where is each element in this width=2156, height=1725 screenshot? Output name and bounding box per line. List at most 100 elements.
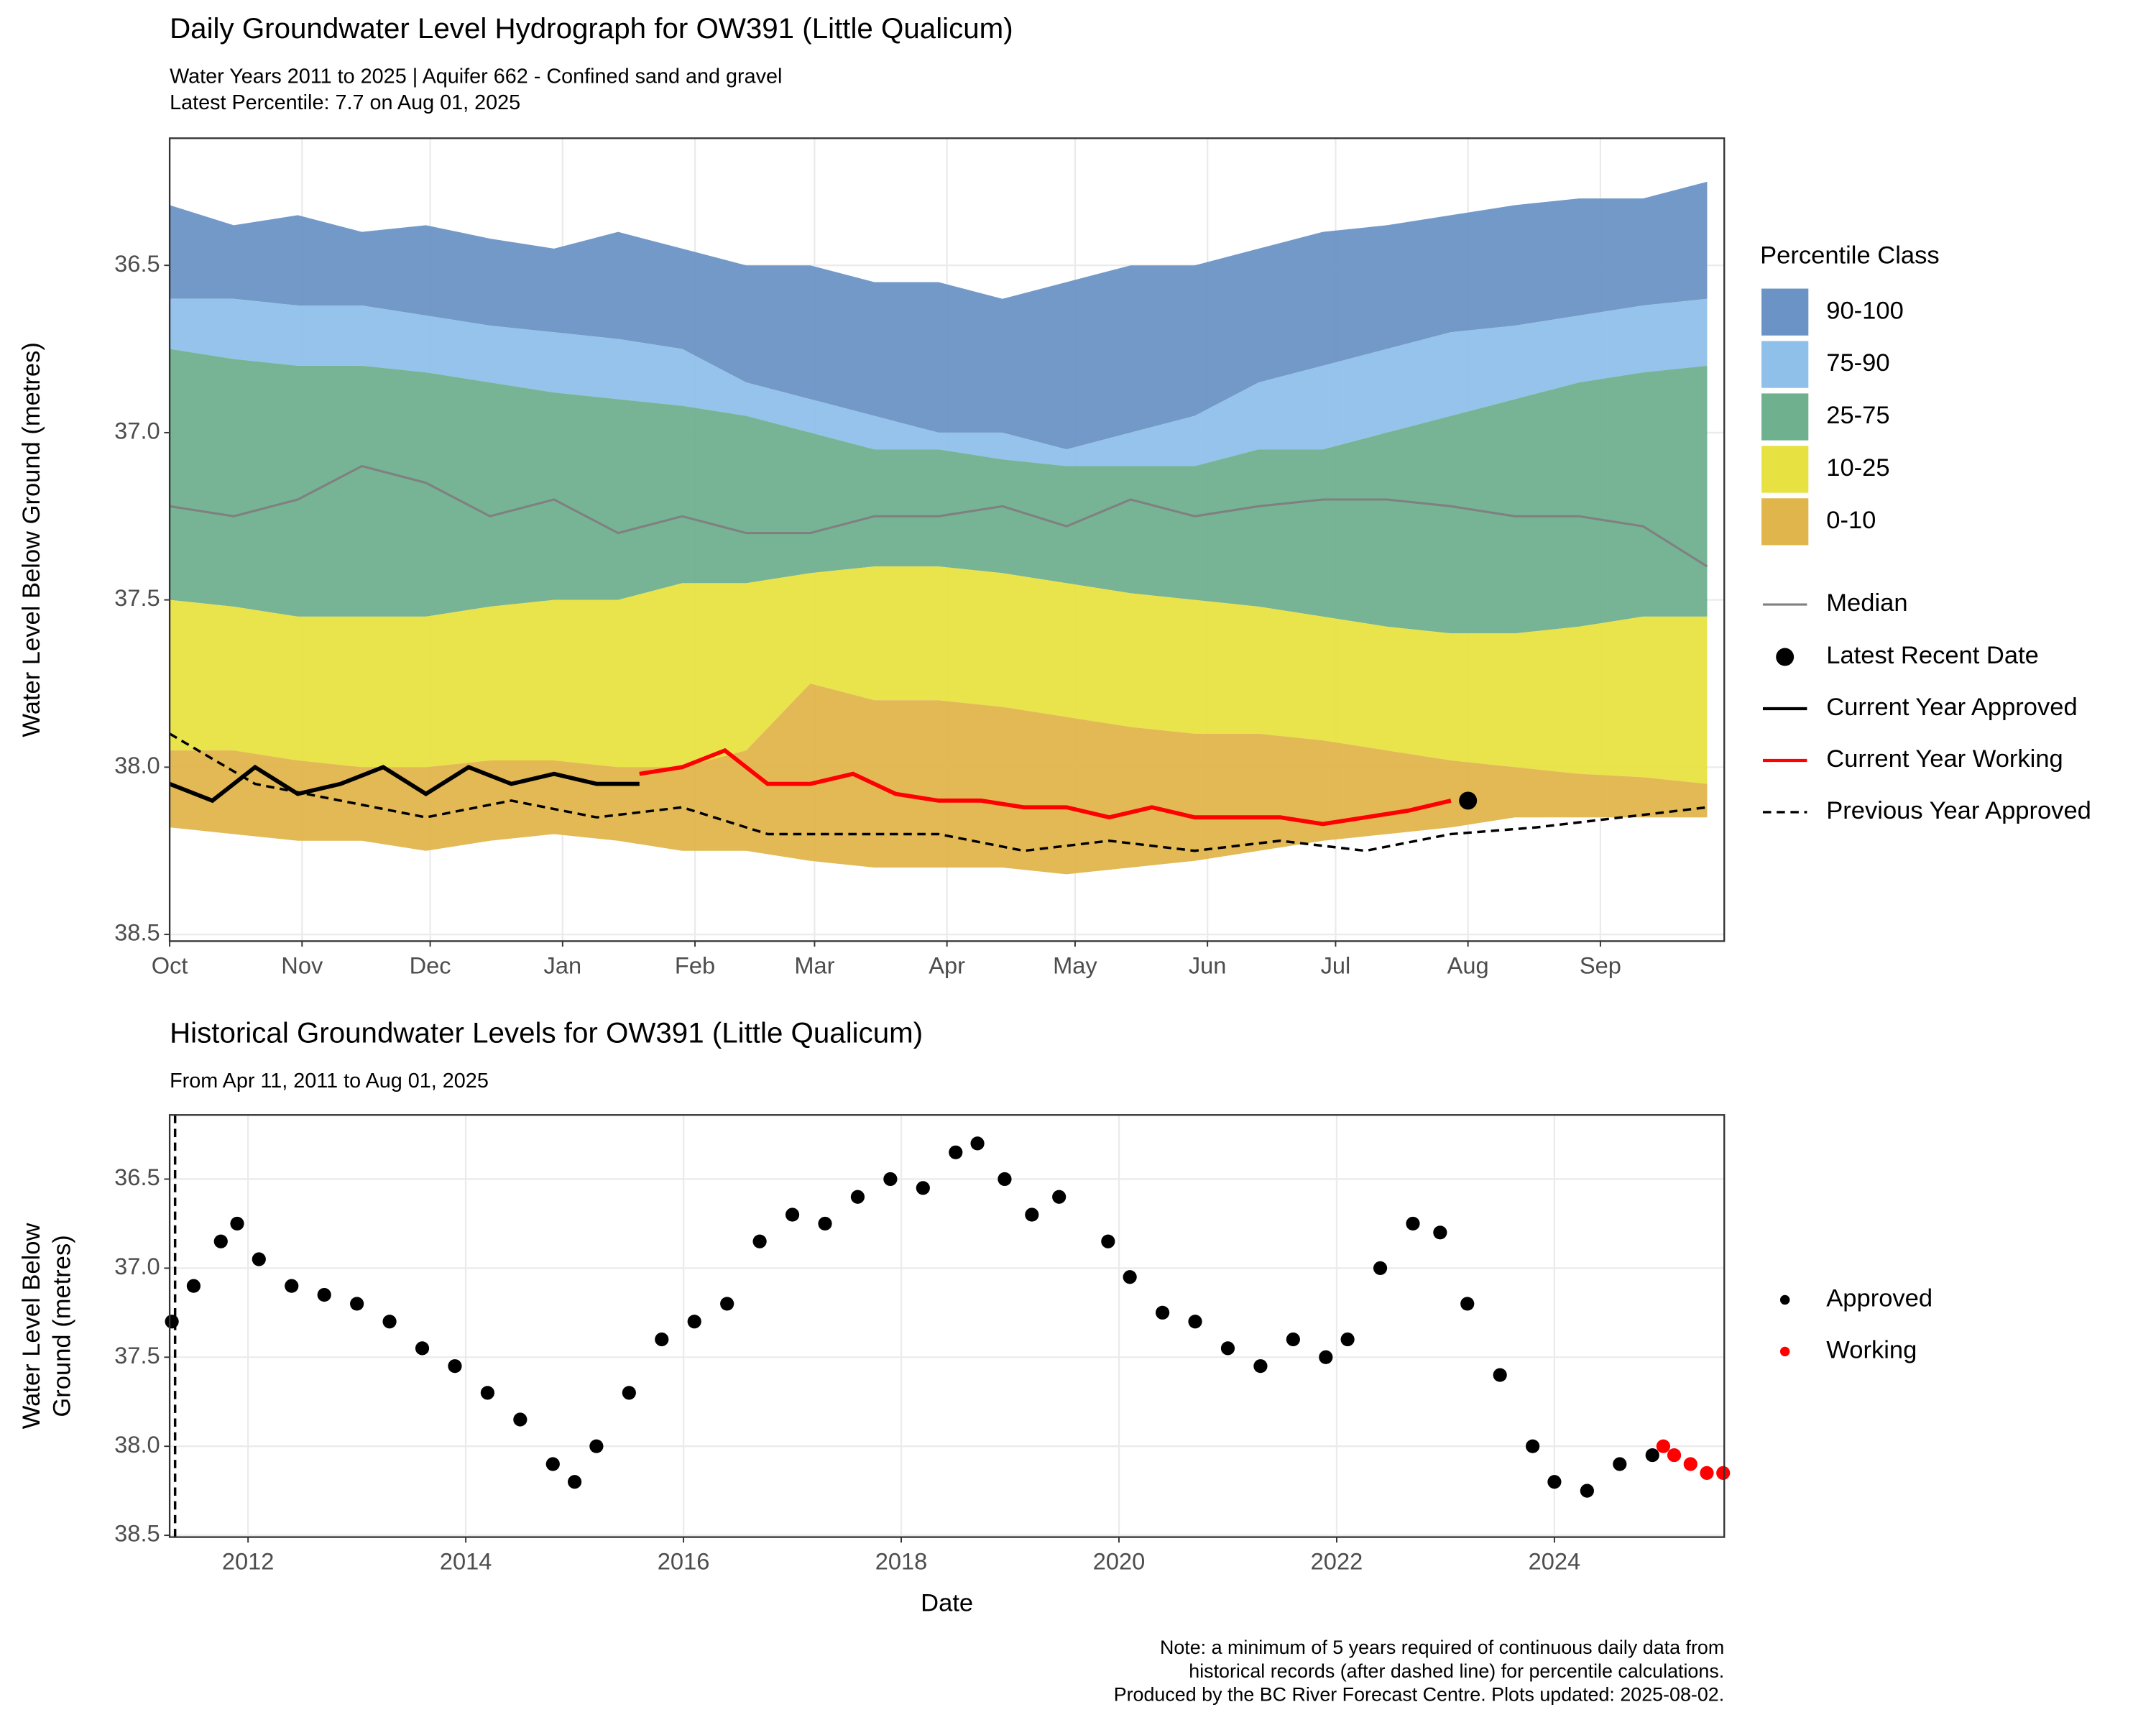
scatter-point [213,1234,228,1248]
percentile-band [170,566,1708,784]
legend-label: Latest Recent Date [1826,642,2039,669]
scatter-point [1526,1439,1540,1453]
footnote: historical records (after dashed line) f… [1189,1660,1724,1682]
scatter-point [1700,1466,1714,1480]
scatter-point [1052,1190,1067,1204]
plot-background [170,1115,1725,1537]
legend-label: 10-25 [1826,454,1889,482]
scatter-point [1253,1359,1268,1374]
scatter-point [1406,1216,1420,1231]
scatter-point [1340,1332,1355,1347]
scatter-point [165,1315,179,1329]
y-axis-label: Water Level Below [18,1223,45,1430]
y-tick-label: 38.5 [114,1520,160,1547]
x-tick-label: Nov [281,952,323,978]
scatter-point [687,1315,701,1329]
scatter-point [285,1279,299,1293]
scatter-point [883,1172,898,1187]
chart-title: Daily Groundwater Level Hydrograph for O… [170,12,1013,45]
scatter-point [1101,1234,1115,1248]
scatter-point [818,1216,832,1231]
scatter-point [1433,1225,1447,1240]
scatter-point [1286,1332,1300,1347]
scatter-point [545,1457,560,1471]
scatter-point [1645,1448,1659,1463]
legend-label: 90-100 [1826,297,1904,324]
chart-subtitle: Latest Percentile: 7.7 on Aug 01, 2025 [170,91,520,114]
legend-title: Percentile Class [1760,242,1940,270]
x-tick-label: 2020 [1093,1548,1146,1575]
chart-title: Historical Groundwater Levels for OW391 … [170,1017,923,1049]
y-tick-label: 36.5 [114,250,160,277]
legend-swatch [1761,393,1809,441]
scatter-point [567,1475,582,1489]
percentile-band [170,684,1708,875]
scatter-point [252,1252,266,1266]
scatter-point [1613,1457,1627,1471]
x-tick-label: Apr [929,952,965,978]
scatter-point [415,1341,430,1356]
y-tick-label: 37.5 [114,1342,160,1368]
legend-point [1779,1346,1790,1357]
line [639,748,1452,827]
legend-swatch [1761,288,1809,336]
scatter-point [916,1181,930,1195]
x-axis-label: Date [921,1590,973,1617]
y-tick-label: 37.5 [114,584,160,611]
x-tick-label: Aug [1447,952,1489,978]
y-tick-label: 38.0 [114,1431,160,1458]
legend-label: Previous Year Approved [1826,797,2091,824]
legend-label: 75-90 [1826,349,1889,377]
legend-label: Current Year Working [1826,745,2063,773]
scatter-point [1493,1368,1507,1382]
scatter-point [1667,1448,1682,1463]
x-tick-label: Oct [152,952,188,978]
scatter-point [186,1279,201,1293]
scatter-point [1547,1475,1562,1489]
percentile-band [170,349,1708,634]
scatter-point [317,1287,331,1302]
latest-point [1459,791,1478,810]
legend-label: Median [1826,589,1907,617]
y-tick-label: 38.0 [114,752,160,778]
scatter-point [949,1145,963,1159]
legend-swatch [1761,446,1809,493]
x-tick-label: Jul [1321,952,1351,978]
scatter-point [1220,1341,1235,1356]
x-tick-label: Dec [410,952,451,978]
scatter-point [622,1386,636,1400]
legend-point [1779,1294,1790,1305]
y-tick-label: 36.5 [114,1164,160,1190]
scatter-point [1683,1457,1697,1471]
percentile-band [170,298,1708,466]
x-tick-label: 2022 [1311,1548,1363,1575]
scatter-point [850,1190,865,1204]
scatter-point [230,1216,244,1231]
x-tick-label: Sep [1580,952,1621,978]
scatter-point [513,1412,528,1427]
legend-label: 0-10 [1826,507,1876,534]
chart-subtitle: From Apr 11, 2011 to Aug 01, 2025 [170,1070,489,1092]
legend-point [1776,648,1795,666]
chart-subtitle: Water Years 2011 to 2025 | Aquifer 662 -… [170,65,782,88]
y-tick-label: 37.0 [114,418,160,444]
legend-label: Approved [1826,1285,1932,1312]
footnote: Note: a minimum of 5 years required of c… [1160,1637,1724,1658]
y-tick-label: 37.0 [114,1253,160,1279]
x-tick-label: 2014 [440,1548,492,1575]
x-tick-label: 2012 [222,1548,275,1575]
scatter-point [1155,1305,1170,1320]
x-tick-label: Jan [544,952,582,978]
scatter-point [998,1172,1012,1187]
scatter-point [350,1297,364,1311]
x-tick-label: 2024 [1529,1548,1581,1575]
line [170,732,1708,852]
scatter-point [1373,1261,1388,1275]
x-tick-label: Mar [794,952,834,978]
plot-border [168,137,1726,942]
x-tick-label: Jun [1189,952,1227,978]
x-tick-label: Feb [675,952,715,978]
line [170,464,1708,568]
